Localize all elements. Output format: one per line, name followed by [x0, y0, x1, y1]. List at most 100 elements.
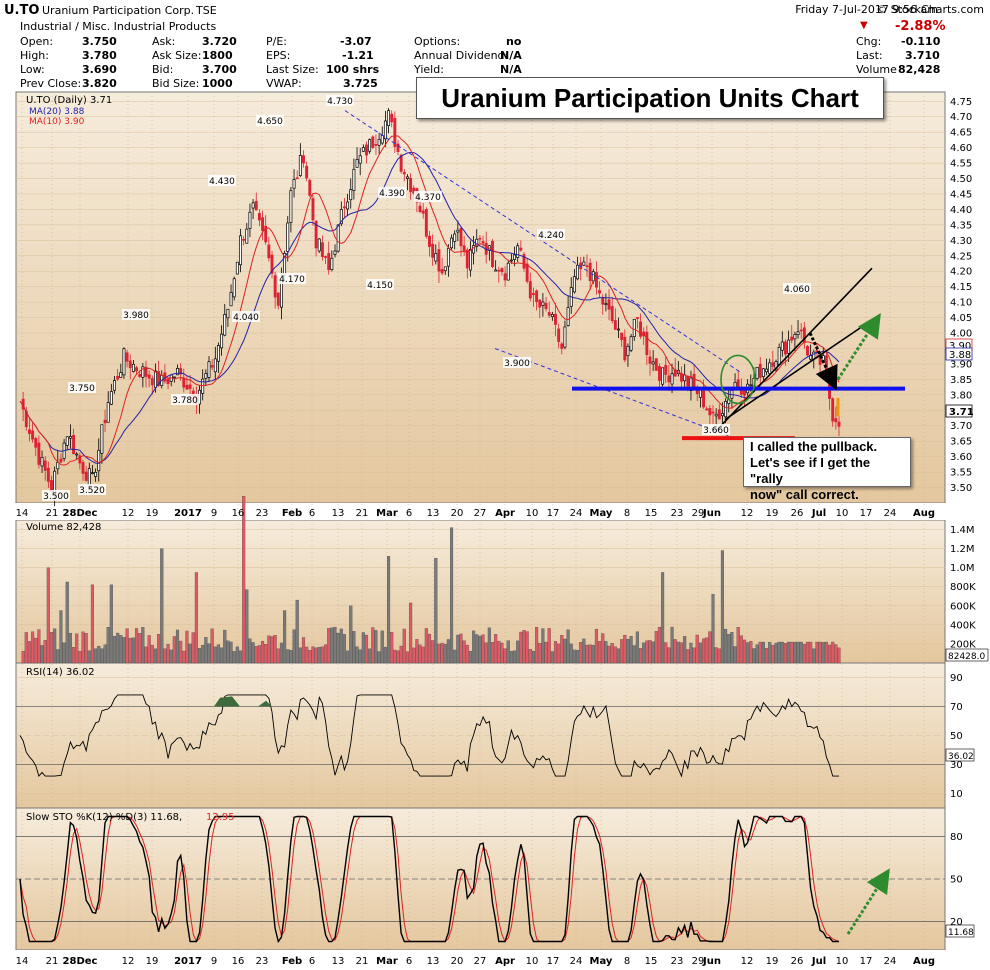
sto-badge: 11.68 [948, 928, 974, 938]
y-tick-label: 4.10 [950, 298, 972, 309]
candle-body [585, 265, 589, 268]
volume-bar [358, 649, 362, 664]
candle-body [81, 462, 85, 474]
y-tick-label: 1.4M [950, 525, 975, 536]
volume-bar [232, 651, 236, 664]
volume-bar [727, 634, 731, 664]
volume-bar [752, 648, 756, 664]
candle-body [380, 135, 384, 144]
volume-bar [519, 631, 523, 664]
candle-body [144, 366, 148, 377]
volume-bar [828, 644, 832, 664]
volume-bar [588, 644, 592, 664]
highlight-ellipse [720, 354, 756, 405]
volume-bar [194, 572, 198, 664]
volume-bar [780, 641, 784, 664]
candle-body [421, 210, 425, 214]
quote-label: Ask Size: [152, 49, 202, 62]
candle-body [179, 368, 183, 375]
x-tick-label: 12 [741, 956, 754, 967]
peak-label-bg [378, 187, 406, 198]
volume-bar [535, 626, 539, 664]
candle-body [267, 244, 271, 259]
legend-volume: Volume 82,428 [26, 522, 101, 533]
candle-body [717, 409, 721, 420]
candle-body [56, 462, 60, 470]
volume-bar [651, 641, 655, 664]
y-tick-label: 3.70 [950, 421, 972, 432]
volume-bar [75, 633, 79, 664]
y-tick-label: 4.40 [950, 205, 972, 216]
volume-bar [494, 634, 498, 664]
x-tick-label: 23 [671, 956, 684, 967]
candle-body [582, 261, 586, 266]
peak-label: 4.650 [257, 117, 283, 127]
x-tick-label: 19 [146, 956, 159, 967]
candle-body [481, 241, 485, 244]
peak-label-bg [702, 424, 730, 435]
volume-bar [153, 648, 158, 664]
x-tick-label: 17 [547, 508, 560, 519]
candle-body [402, 171, 406, 175]
quote-value: no [506, 35, 522, 48]
volume-bar [169, 649, 173, 664]
candle-body [509, 259, 513, 262]
peak-label-bg [366, 279, 394, 290]
volume-bar [569, 643, 573, 664]
volume-bar [68, 632, 72, 664]
volume-bar [686, 649, 690, 664]
peak-label: 3.660 [703, 426, 729, 436]
volume-bar [475, 634, 479, 664]
candle-body [424, 209, 428, 237]
candle-body [317, 238, 321, 252]
candle-body [393, 117, 397, 147]
volume-bar [497, 640, 501, 664]
candle-body [437, 249, 441, 272]
candle-body [365, 144, 368, 156]
y-tick-label: 4.50 [950, 174, 972, 185]
peak-label: 4.240 [538, 231, 564, 241]
candle-body [286, 222, 290, 252]
candle-body [450, 237, 454, 249]
legend-sto: Slow STO %K(12) %D(3) 11.68, [26, 812, 182, 823]
x-tick-label: 12 [122, 508, 135, 519]
volume-bar [327, 628, 331, 664]
volume-bar [207, 643, 211, 664]
volume-bar [355, 646, 359, 664]
candle-body [355, 159, 359, 168]
candle-body [768, 362, 772, 374]
candle-body [276, 292, 280, 306]
volume-bar [629, 636, 633, 664]
volume-bar [320, 646, 324, 664]
candle-body [103, 419, 107, 424]
candle-body [75, 453, 79, 456]
candle-body [758, 363, 762, 378]
y-tick-label: 4.05 [950, 313, 972, 324]
peak-label: 3.780 [172, 396, 198, 406]
quote-label: EPS: [266, 49, 291, 62]
candle-body [100, 424, 104, 454]
candle-body [37, 442, 41, 465]
volume-bar [771, 645, 775, 664]
candle-body [503, 273, 507, 281]
volume-bar [43, 640, 47, 664]
candle-body [793, 334, 797, 340]
candle-body [396, 143, 400, 152]
channel-lower-line [724, 313, 881, 421]
volume-bar [27, 641, 31, 664]
peak-label-bg [783, 283, 811, 294]
volume-bar [131, 637, 135, 664]
candle-body [157, 371, 161, 386]
peak-label-bg [256, 115, 284, 126]
x-tick-label: 8 [624, 956, 630, 967]
peak-label: 4.060 [784, 285, 810, 295]
candle-body [314, 220, 318, 249]
candle-body [657, 366, 661, 381]
volume-bar [642, 642, 646, 664]
candle-body [166, 378, 170, 385]
volume-bar [761, 641, 765, 664]
y-tick-label: 200K [950, 639, 976, 650]
candle-body [295, 177, 299, 180]
x-tick-label: 16 [232, 508, 245, 519]
volume-bar [254, 646, 258, 664]
